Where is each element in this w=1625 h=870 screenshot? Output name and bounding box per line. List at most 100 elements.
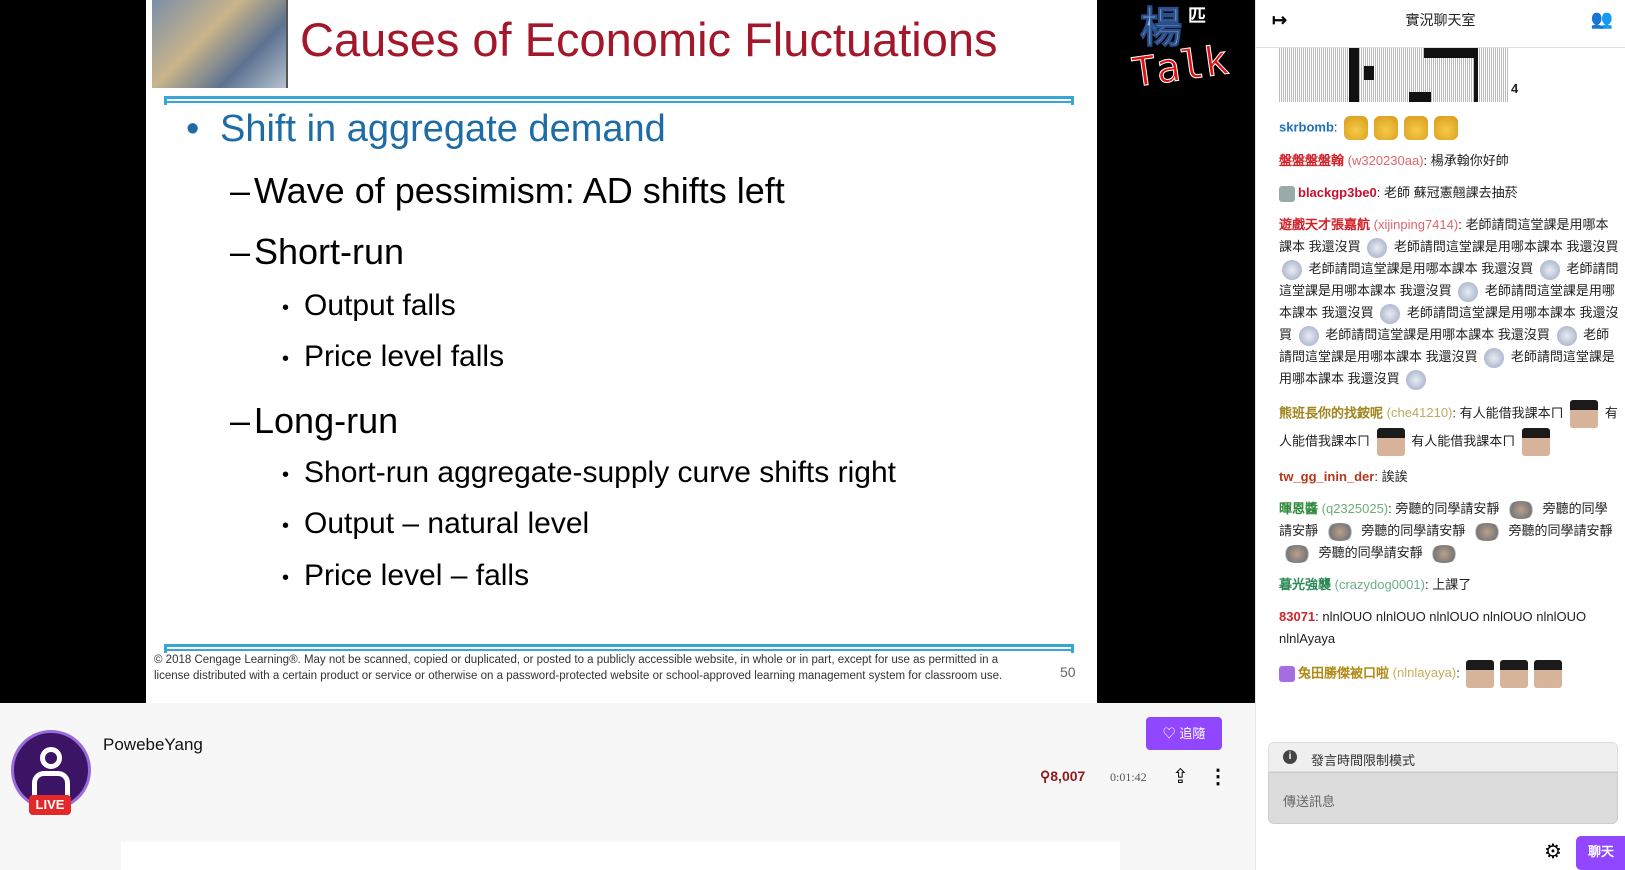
chat-user-id: (w320230aa) — [1347, 153, 1424, 168]
face-emote-icon — [1376, 428, 1405, 456]
chat-message: skrbomb: — [1279, 116, 1619, 140]
face-emote-icon — [1521, 428, 1550, 456]
slide-bullet-marker: – — [230, 400, 251, 441]
slide-line: Output falls — [304, 289, 456, 322]
chat-message-text: 老師請問這堂課是用哪本課本 我還沒買 — [1325, 327, 1550, 342]
slide-line: Output – natural level — [304, 507, 590, 540]
chat-message: 83071: nlnlOUO nlnlOUO nlnlOUO nlnlOUO n… — [1279, 609, 1587, 646]
sad-emote-icon — [1380, 303, 1401, 324]
slide-line: Price level falls — [304, 340, 505, 373]
slide-line: Wave of pessimism: AD shifts left — [254, 170, 785, 211]
chat-username[interactable]: 盤盤盤盤翰 — [1279, 153, 1345, 168]
chat-user-id: (nlnlayaya) — [1392, 665, 1457, 681]
more-options-icon[interactable]: ⋮ — [1208, 766, 1228, 788]
chat-user-id: (crazydog0001) — [1334, 577, 1425, 592]
live-badge: LIVE — [29, 795, 71, 815]
slide-bullet-marker: • — [282, 464, 290, 486]
sad-emote-icon — [1539, 259, 1560, 280]
chat-message: 暮光強襲 (crazydog0001): 上課了 — [1279, 577, 1472, 592]
sad-emote-icon — [1367, 237, 1388, 258]
settings-gear-icon[interactable]: ⚙ — [1544, 841, 1562, 863]
chat-send-button[interactable]: 聊天 — [1576, 836, 1625, 870]
follow-button[interactable]: ♡ 追隨 — [1146, 717, 1222, 750]
chat-message-text: 旁聽的同學請安靜 — [1318, 545, 1423, 560]
chat-message-text: 旁聽的同學請安靜 — [1395, 501, 1500, 516]
chat-message-text: 旁聽的同學請安靜 — [1361, 523, 1466, 538]
face-emote-icon — [1534, 660, 1563, 688]
uptime: 0:01:42 — [1110, 770, 1147, 784]
slide-title: Causes of Economic Fluctuations — [300, 13, 998, 66]
chat-message-text: 老師請問這堂課是用哪本課本 我還沒買 — [1279, 349, 1615, 386]
info-icon: i — [1283, 750, 1297, 764]
cheese-emote-icon — [1404, 116, 1429, 140]
viewer-count: ⚲8,007 — [1040, 768, 1086, 784]
chat-message-text: 老師請問這堂課是用哪本課本 我還沒買 — [1308, 261, 1534, 276]
chat-message: 暉恩醬 (q2325025): 旁聽的同學請安靜 旁聽的同學請安靜 旁聽的同學請… — [1279, 498, 1619, 564]
slide-top-rule — [164, 96, 1074, 105]
chat-panel: ↦ 實況聊天室 👥 4 skrbomb: 盤盤盤盤翰 (w320230aa): … — [1255, 0, 1625, 870]
user-badge-icon — [1279, 666, 1295, 682]
cheese-emote-icon — [1344, 116, 1369, 140]
heart-icon: ♡ — [1162, 726, 1176, 741]
slide-bullet-marker: – — [230, 170, 251, 211]
slide-line: Shift in aggregate demand — [220, 108, 666, 150]
chat-message-text: 老師請問這堂課是用哪本課本 我還沒買 — [1393, 239, 1619, 254]
follow-label: 追隨 — [1179, 726, 1206, 741]
chat-message-text: 上課了 — [1432, 577, 1472, 592]
chat-message: tw_gg_inin_der: 誒誒 — [1279, 469, 1408, 484]
chat-message: 遊戲天才張嘉航 (xijinping7414): 老師請問這堂課是用哪本課本 我… — [1279, 214, 1619, 390]
slide-bullet-marker: • — [186, 108, 200, 150]
slide-copyright: © 2018 Cengage Learning®. May not be sca… — [154, 654, 1003, 682]
cheese-emote-icon — [1374, 116, 1399, 140]
community-icon[interactable]: 👥 — [1590, 9, 1613, 29]
chat-messages: 4 skrbomb: 盤盤盤盤翰 (w320230aa): 楊承翰你好帥 blac… — [1279, 48, 1619, 698]
slide-illustration — [152, 0, 288, 88]
chat-message-text: 老師 蘇冠憲翹課去抽菸 — [1384, 185, 1518, 200]
chat-message-text: 誒誒 — [1381, 469, 1408, 484]
logo-small: 匹 — [1188, 6, 1206, 26]
chat-message: 熊班長你的找銨呢 (che41210): 有人能借我課本ㄇ 有人能借我課本ㄇ 有… — [1279, 400, 1619, 456]
sad-emote-icon — [1484, 347, 1505, 368]
chat-message-text: 旁聽的同學請安靜 — [1508, 523, 1613, 538]
chat-message-text: 旁聽的同學請安靜 — [1279, 501, 1608, 538]
sad-emote-icon — [1458, 281, 1479, 302]
chat-user-id: (q2325025) — [1321, 501, 1389, 516]
content-panel — [121, 842, 1120, 870]
chat-username[interactable]: 83071 — [1279, 609, 1316, 624]
sad-emote-icon — [1406, 369, 1427, 390]
chat-user-id: (che41210) — [1386, 405, 1453, 421]
shy-emote-icon — [1282, 544, 1312, 563]
slide-line: Short-run aggregate-supply curve shifts … — [304, 456, 896, 489]
chat-message-text: 有人能借我課本ㄇ — [1411, 433, 1516, 449]
chat-username[interactable]: tw_gg_inin_der — [1279, 469, 1375, 484]
chat-message-text: 有人能借我課本ㄇ — [1279, 405, 1618, 449]
chat-message-text: 老師請問這堂課是用哪本課本 我還沒買 — [1279, 283, 1615, 320]
avatar[interactable] — [11, 730, 91, 810]
chat-message-text: 老師請問這堂課是用哪本課本 我還沒買 — [1279, 261, 1619, 298]
chat-username[interactable]: 熊班長你的找銨呢 — [1279, 405, 1384, 421]
slide: Causes of Economic Fluctuations • Shift i… — [146, 0, 1097, 703]
chat-username[interactable]: 遊戲天才張嘉航 — [1279, 217, 1371, 232]
slide-bullet-marker: • — [282, 515, 290, 537]
sad-emote-icon — [1556, 325, 1577, 346]
chat-input[interactable]: 傳送訊息 — [1268, 772, 1618, 824]
chat-username[interactable]: blackgp3be0 — [1298, 185, 1377, 200]
shy-emote-icon — [1324, 522, 1355, 541]
slide-bullet-marker: • — [282, 567, 290, 589]
slide-bullet-marker: • — [282, 297, 290, 319]
slow-mode-notice: i 發言時間限制模式 — [1268, 742, 1618, 772]
collapse-chat-icon[interactable]: ↦ — [1272, 10, 1288, 30]
slide-line: Short-run — [254, 231, 405, 272]
chat-username[interactable]: 暉恩醬 — [1279, 501, 1319, 516]
slide-page-number: 50 — [1060, 664, 1076, 680]
person-icon: ⚲ — [1040, 768, 1051, 784]
shy-emote-icon — [1429, 544, 1460, 563]
channel-name[interactable]: PowebeYang — [103, 735, 203, 754]
video-player[interactable]: Causes of Economic Fluctuations • Shift i… — [0, 0, 1255, 703]
sad-emote-icon — [1298, 325, 1319, 346]
chat-username[interactable]: 兔田勝傑被口啦 — [1298, 665, 1390, 681]
share-icon[interactable]: ⇪ — [1172, 766, 1189, 788]
chat-username[interactable]: skrbomb — [1279, 119, 1334, 135]
chat-message-text: 有人能借我課本ㄇ — [1459, 405, 1564, 421]
chat-username[interactable]: 暮光強襲 — [1279, 577, 1332, 592]
